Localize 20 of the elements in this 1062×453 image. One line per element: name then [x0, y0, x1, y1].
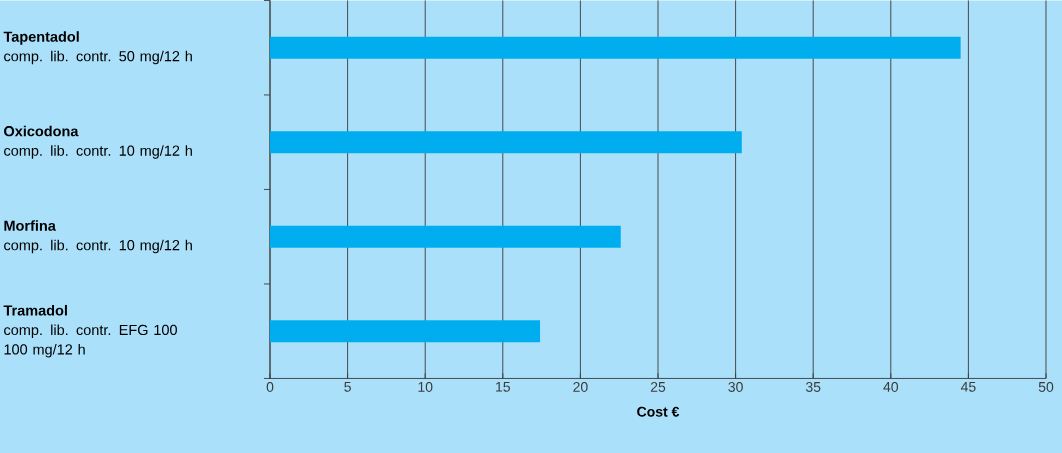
x-tick-label: 10: [418, 381, 433, 392]
x-tick-label: 15: [496, 381, 510, 392]
bar: [270, 319, 541, 342]
x-tick-label: 30: [728, 381, 743, 392]
y-tick-label: Morfina comp. lib. contr. 10 mg/12 h: [4, 219, 192, 253]
y-tick-label: Oxicodona comp. lib. contr. 10 mg/12 h: [4, 125, 192, 159]
x-tick-label: 45: [960, 381, 976, 392]
x-tick-label: 25: [650, 381, 666, 392]
x-tick-label: 5: [344, 381, 351, 392]
x-tick-label: 0: [266, 381, 274, 392]
bar: [270, 36, 961, 59]
x-tick-label: 50: [1038, 381, 1054, 392]
x-axis-title: Cost €: [637, 406, 680, 417]
y-tick-label: Tramadol comp. lib. contr. EFG 100 100 mg/12 h: [3, 304, 177, 358]
y-tick-label: Tapentadol comp. lib. contr. 50 mg/12 h: [3, 30, 192, 64]
x-tick-label: 20: [573, 381, 588, 392]
x-tick-label: 40: [883, 381, 899, 392]
bar: [270, 130, 742, 153]
bar: [270, 225, 621, 248]
x-tick-label: 35: [805, 381, 821, 392]
